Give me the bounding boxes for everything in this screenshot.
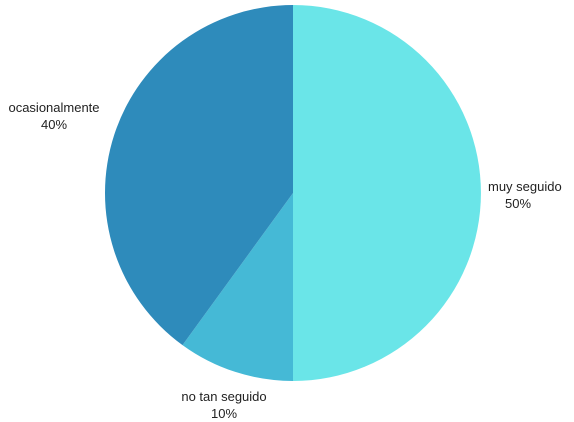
slice-label-no-tan-seguido: no tan seguido 10% [174,388,274,422]
slice-value-muy-seguido: 50% [504,196,532,211]
slice-value-no-tan-seguido: 10% [210,406,238,421]
pie-slice-no-tan-seguido [182,193,293,381]
pie-slice-ocasionalmente [104,4,293,346]
pie-slices [104,4,481,381]
slice-name-ocasionalmente: ocasionalmente [8,100,100,115]
slice-label-ocasionalmente: ocasionalmente 40% [0,99,108,133]
slice-name-muy-seguido: muy seguido [488,179,562,194]
slice-name-no-tan-seguido: no tan seguido [181,389,267,404]
slice-label-muy-seguido: muy seguido 50% [488,178,562,212]
slice-value-ocasionalmente: 40% [40,117,68,132]
pie-slice-muy-seguido [293,5,481,381]
